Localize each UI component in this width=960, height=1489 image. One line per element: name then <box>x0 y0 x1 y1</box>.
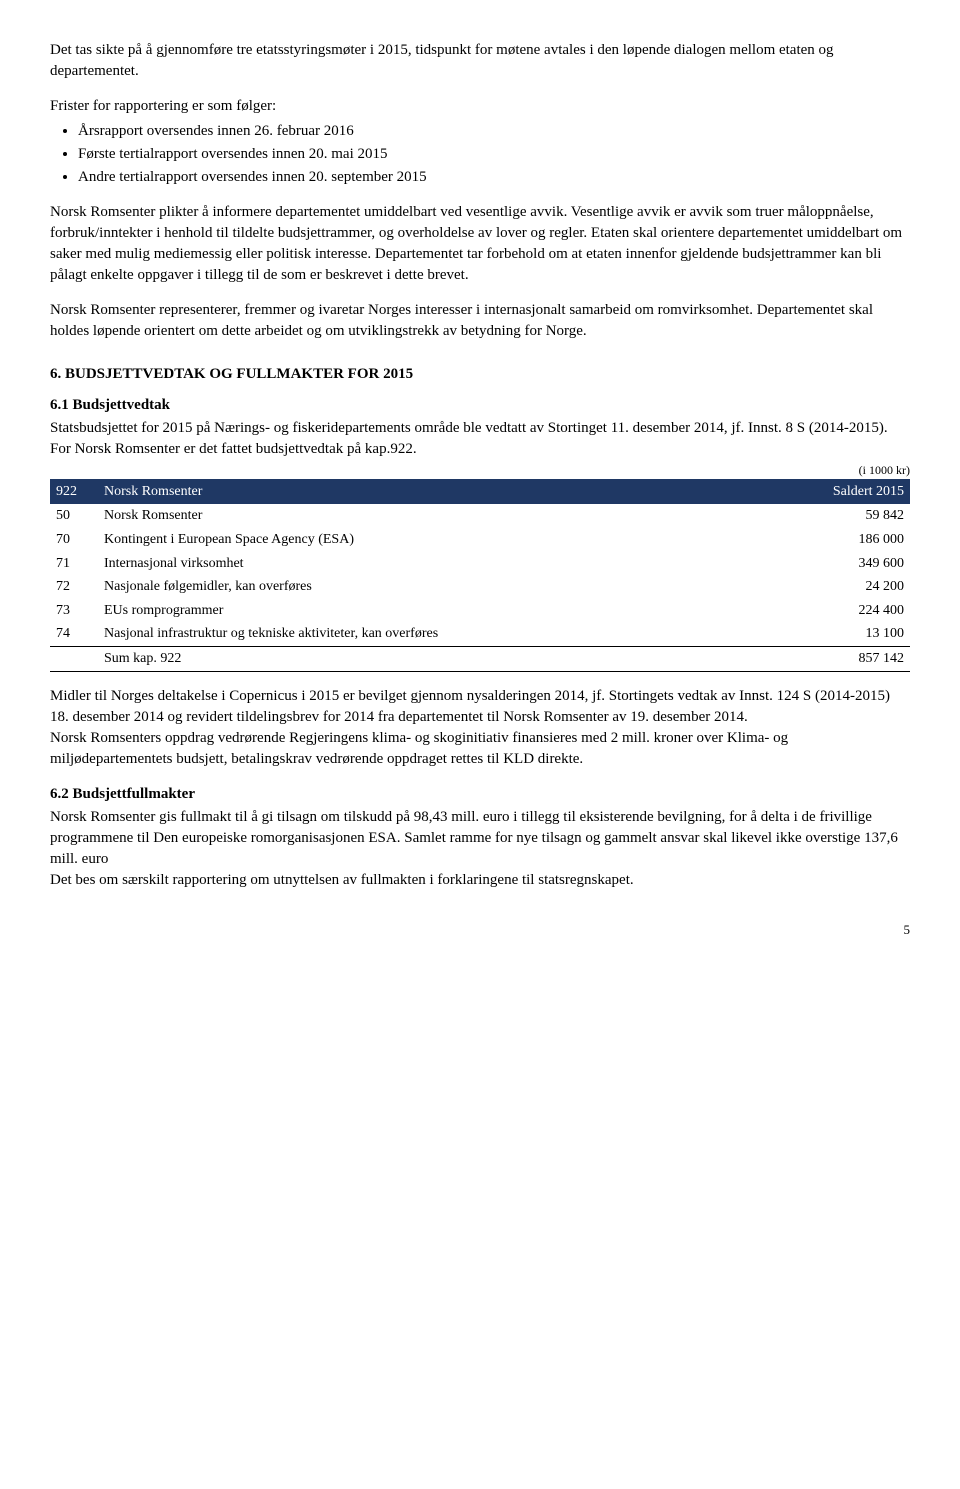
paragraph: Det bes om særskilt rapportering om utny… <box>50 870 910 891</box>
budget-table: 922 Norsk Romsenter Saldert 2015 50 Nors… <box>50 479 910 672</box>
table-row: 73 EUs romprogrammer 224 400 <box>50 599 910 623</box>
cell-amount: 59 842 <box>778 504 910 528</box>
cell-label: Internasjonal virksomhet <box>98 552 778 576</box>
cell-label: Sum kap. 922 <box>98 646 778 671</box>
paragraph: Frister for rapportering er som følger: <box>50 96 910 117</box>
page-number: 5 <box>50 921 910 939</box>
cell-code: 71 <box>50 552 98 576</box>
table-sum-row: Sum kap. 922 857 142 <box>50 646 910 671</box>
subsection-heading: 6.1 Budsjettvedtak <box>50 395 910 416</box>
cell-label: Norsk Romsenter <box>98 504 778 528</box>
bullet-item: Første tertialrapport oversendes innen 2… <box>78 144 910 165</box>
paragraph: Norsk Romsenter gis fullmakt til å gi ti… <box>50 807 910 870</box>
cell-amount: 857 142 <box>778 646 910 671</box>
table-row: 70 Kontingent i European Space Agency (E… <box>50 528 910 552</box>
cell-code <box>50 646 98 671</box>
section-heading: 6. BUDSJETTVEDTAK OG FULLMAKTER FOR 2015 <box>50 364 910 385</box>
cell-amount: 24 200 <box>778 575 910 599</box>
paragraph: Norsk Romsenter representerer, fremmer o… <box>50 300 910 342</box>
table-row: 71 Internasjonal virksomhet 349 600 <box>50 552 910 576</box>
cell-label: Nasjonal infrastruktur og tekniske aktiv… <box>98 622 778 646</box>
cell-code: 72 <box>50 575 98 599</box>
table-row: 74 Nasjonal infrastruktur og tekniske ak… <box>50 622 910 646</box>
cell-amount: 186 000 <box>778 528 910 552</box>
cell-amount: 349 600 <box>778 552 910 576</box>
table-header-code: 922 <box>50 479 98 505</box>
bullet-item: Andre tertialrapport oversendes innen 20… <box>78 167 910 188</box>
table-row: 50 Norsk Romsenter 59 842 <box>50 504 910 528</box>
table-header-amount: Saldert 2015 <box>778 479 910 505</box>
table-caption: (i 1000 kr) <box>50 462 910 479</box>
paragraph: Midler til Norges deltakelse i Copernicu… <box>50 686 910 728</box>
cell-amount: 13 100 <box>778 622 910 646</box>
paragraph: Det tas sikte på å gjennomføre tre etats… <box>50 40 910 82</box>
paragraph: Norsk Romsenter plikter å informere depa… <box>50 202 910 286</box>
subsection-heading: 6.2 Budsjettfullmakter <box>50 784 910 805</box>
table-header-row: 922 Norsk Romsenter Saldert 2015 <box>50 479 910 505</box>
table-row: 72 Nasjonale følgemidler, kan overføres … <box>50 575 910 599</box>
paragraph: Statsbudsjettet for 2015 på Nærings- og … <box>50 418 910 460</box>
cell-label: Kontingent i European Space Agency (ESA) <box>98 528 778 552</box>
bullet-list: Årsrapport oversendes innen 26. februar … <box>50 121 910 188</box>
table-header-label: Norsk Romsenter <box>98 479 778 505</box>
cell-code: 74 <box>50 622 98 646</box>
cell-code: 73 <box>50 599 98 623</box>
cell-label: Nasjonale følgemidler, kan overføres <box>98 575 778 599</box>
cell-code: 70 <box>50 528 98 552</box>
bullet-item: Årsrapport oversendes innen 26. februar … <box>78 121 910 142</box>
cell-code: 50 <box>50 504 98 528</box>
paragraph: Norsk Romsenters oppdrag vedrørende Regj… <box>50 728 910 770</box>
cell-label: EUs romprogrammer <box>98 599 778 623</box>
cell-amount: 224 400 <box>778 599 910 623</box>
